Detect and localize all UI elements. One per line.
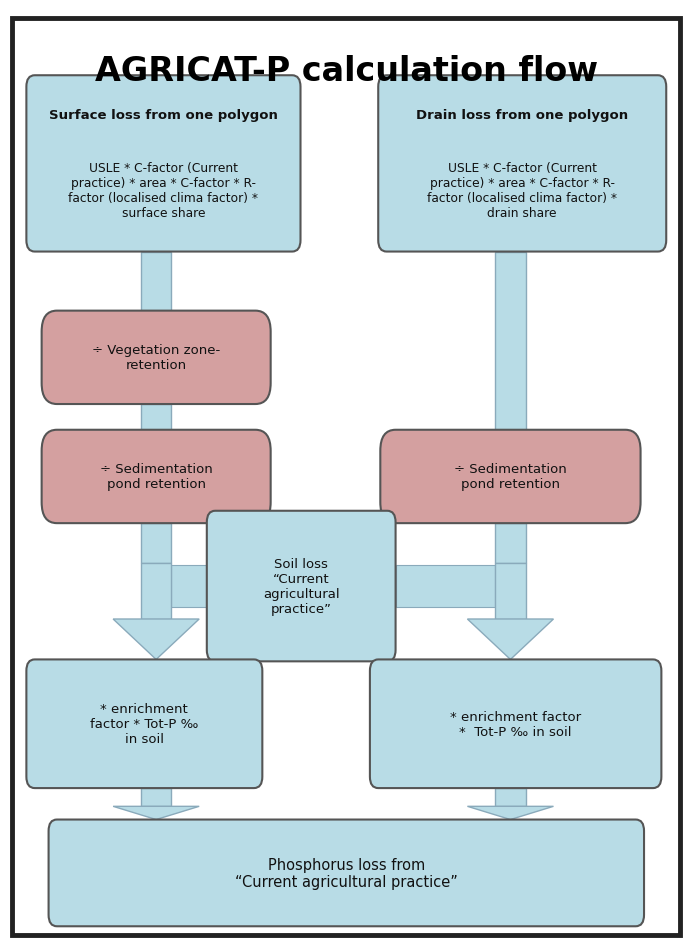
Polygon shape <box>113 620 199 660</box>
Text: USLE * C-factor (Current
practice) * area * C-factor * R-
factor (localised clim: USLE * C-factor (Current practice) * are… <box>428 162 617 220</box>
Text: ÷ Vegetation zone-
retention: ÷ Vegetation zone- retention <box>92 344 220 372</box>
Bar <box>141 405 171 430</box>
Bar <box>496 524 526 564</box>
FancyBboxPatch shape <box>49 820 644 926</box>
Text: Phosphorus loss from
“Current agricultural practice”: Phosphorus loss from “Current agricultur… <box>235 857 458 889</box>
Polygon shape <box>468 620 554 660</box>
Text: ÷ Sedimentation
pond retention: ÷ Sedimentation pond retention <box>100 463 212 491</box>
Text: Drain loss from one polygon: Drain loss from one polygon <box>416 109 628 122</box>
Polygon shape <box>468 806 554 820</box>
Text: ÷ Sedimentation
pond retention: ÷ Sedimentation pond retention <box>454 463 567 491</box>
Bar <box>141 564 171 620</box>
Bar <box>496 252 526 430</box>
Bar <box>496 564 526 620</box>
FancyBboxPatch shape <box>12 19 680 935</box>
Text: * enrichment
factor * Tot-P ‰
in soil: * enrichment factor * Tot-P ‰ in soil <box>90 703 198 745</box>
FancyBboxPatch shape <box>378 76 666 252</box>
FancyBboxPatch shape <box>42 430 271 524</box>
Text: AGRICAT-P calculation flow: AGRICAT-P calculation flow <box>96 55 598 88</box>
Bar <box>496 788 526 806</box>
Text: Soil loss
“Current
agricultural
practice”: Soil loss “Current agricultural practice… <box>263 558 339 615</box>
Bar <box>141 788 171 806</box>
Bar <box>141 252 171 311</box>
Bar <box>141 524 171 564</box>
Bar <box>171 565 207 607</box>
FancyBboxPatch shape <box>42 311 271 405</box>
Text: USLE * C-factor (Current
practice) * area * C-factor * R-
factor (localised clim: USLE * C-factor (Current practice) * are… <box>69 162 258 220</box>
FancyBboxPatch shape <box>380 430 641 524</box>
Text: Surface loss from one polygon: Surface loss from one polygon <box>49 109 278 122</box>
FancyBboxPatch shape <box>207 511 396 662</box>
Polygon shape <box>113 806 199 820</box>
FancyBboxPatch shape <box>26 76 301 252</box>
FancyBboxPatch shape <box>26 660 262 788</box>
FancyBboxPatch shape <box>370 660 661 788</box>
Text: * enrichment factor
*  Tot-P ‰ in soil: * enrichment factor * Tot-P ‰ in soil <box>450 710 581 738</box>
Bar <box>396 565 495 607</box>
